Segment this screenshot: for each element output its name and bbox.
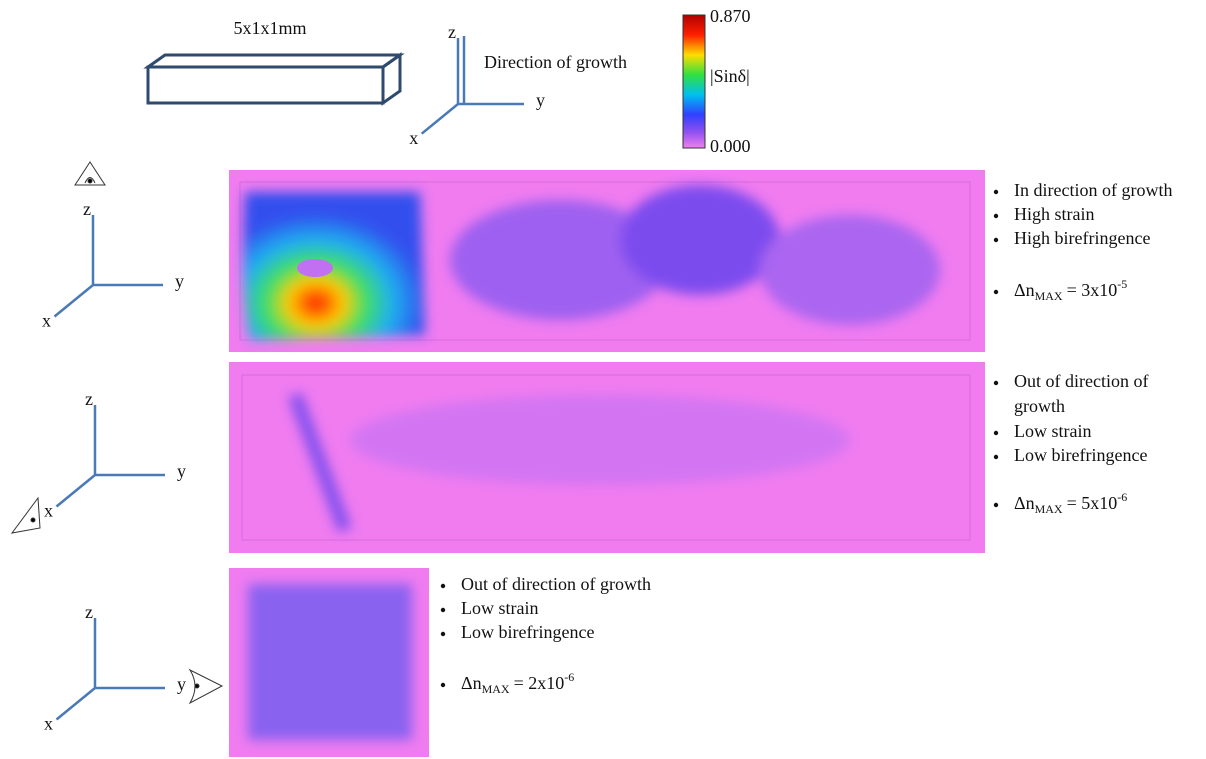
delta-symbol: Δn: [461, 673, 482, 693]
colorbar-max: 0.870: [710, 6, 751, 26]
axis-label-z: z: [85, 602, 93, 622]
bullet-dot: [440, 583, 446, 589]
bullet-text: High strain: [1014, 204, 1095, 224]
bullet-dot: [993, 454, 999, 460]
bullet-text: Low strain: [461, 598, 538, 618]
axis-lines: [55, 618, 165, 721]
bullet-text: Out of direction of growth: [461, 574, 651, 594]
delta-exp: -5: [1117, 277, 1127, 291]
delta-symbol: Δn: [1014, 493, 1035, 513]
bullet-text: Low strain: [1014, 421, 1091, 441]
bullet-dot: [993, 213, 999, 219]
axis-label-y: y: [175, 271, 184, 291]
birefringence-map: [229, 362, 985, 553]
axis-label-x: x: [44, 714, 53, 734]
bullet-text: High birefringence: [1014, 228, 1150, 248]
bullet-text: In direction of growth: [1014, 180, 1172, 200]
delta-exp: -6: [564, 670, 574, 684]
axis-label-x: x: [409, 128, 418, 148]
eye-icon: [10, 496, 41, 534]
bullet-dot: [440, 631, 446, 637]
axis-label-z: z: [83, 199, 91, 219]
sample-box: [143, 52, 405, 106]
delta-eq: = 2x10: [514, 673, 565, 693]
eye-icon: [188, 668, 224, 705]
delta-sub: MAX: [482, 682, 510, 696]
axis-lines: [55, 405, 165, 508]
delta-eq: = 3x10: [1067, 280, 1118, 300]
axis-label-y: y: [536, 90, 545, 110]
delta-sub: MAX: [1035, 289, 1063, 303]
axis-label-y: y: [177, 674, 186, 694]
eye-icon: [74, 161, 106, 186]
colorbar: [682, 14, 706, 149]
axis-label-z: z: [85, 389, 93, 409]
bullet-dot: [993, 189, 999, 195]
delta-n: ΔnMAX = 3x10-5: [1014, 277, 1127, 303]
colorbar-label: |Sinδ|: [710, 66, 750, 86]
delta-eq: = 5x10: [1067, 493, 1118, 513]
bullet-dot: [993, 289, 999, 295]
birefringence-map: [229, 568, 429, 757]
axis-label-x: x: [44, 501, 53, 521]
axis-label-z: z: [448, 22, 456, 42]
bullet-dot: [993, 380, 999, 386]
bullet-dot: [993, 430, 999, 436]
bullet-dot: [440, 607, 446, 613]
bullet-dot: [440, 682, 446, 688]
axis-label-x: x: [42, 311, 51, 331]
delta-n: ΔnMAX = 5x10-6: [1014, 490, 1127, 516]
box-label: 5x1x1mm: [233, 18, 306, 38]
bullet-text: growth: [1014, 396, 1065, 416]
delta-sub: MAX: [1035, 502, 1063, 516]
bullet-text: Low birefringence: [1014, 445, 1147, 465]
birefringence-map: [229, 170, 985, 352]
colorbar-min: 0.000: [710, 136, 751, 156]
delta-symbol: Δn: [1014, 280, 1035, 300]
bullet-dot: [993, 237, 999, 243]
bullet-text: Out of direction of: [1014, 371, 1148, 391]
bullet-dot: [993, 502, 999, 508]
delta-n: ΔnMAX = 2x10-6: [461, 670, 574, 696]
delta-exp: -6: [1117, 490, 1127, 504]
axis-lines: [420, 38, 524, 135]
axis-lines: [53, 215, 163, 318]
bullet-text: Low birefringence: [461, 622, 594, 642]
growth-label: Direction of growth: [484, 52, 627, 72]
axis-label-y: y: [177, 461, 186, 481]
